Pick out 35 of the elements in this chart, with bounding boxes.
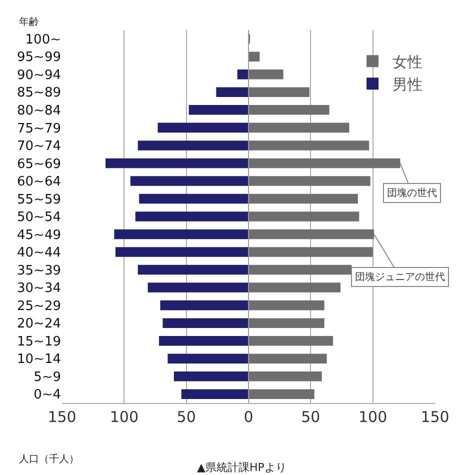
y-tick-label: 70~74 [17,139,61,154]
x-tick-label: 150 [420,408,450,426]
y-tick-label: 50~54 [17,210,61,226]
x-tick-label: 150 [48,408,76,426]
y-tick-label: 60~64 [17,174,61,190]
y-tick-label: 5~9 [34,370,61,385]
y-tick-label: 45~49 [17,228,61,243]
y-tick-label: 75~79 [17,121,61,136]
y-tick-label: 0~4 [34,388,61,403]
y-tick-label: 30~34 [17,281,61,296]
y-tick-label: 90~94 [17,68,61,83]
y-tick-label: 10~14 [17,352,61,368]
x-tick-label: 100 [358,408,388,426]
text: ▲県統計課HPより [197,461,286,474]
y-tick-label: 15~19 [17,334,61,350]
x-axis-title: 人口（千人） [19,453,79,465]
y-tick-label: 65~69 [17,156,61,172]
y-tick-label: 25~29 [17,298,61,314]
y-tick-label: 20~24 [17,316,61,332]
y-tick-label: 95~99 [17,50,61,66]
legend-label: 男性 [392,76,423,94]
annotation: 団塊ジュニアの世代 [355,271,445,283]
x-tick-label: 50 [176,408,196,426]
y-tick-label: 40~44 [17,246,61,261]
x-tick-label: 50 [301,408,320,426]
y-tick-label: 55~59 [17,192,61,208]
x-tick-label: 100 [110,408,138,426]
y-tick-label: 100~ [25,32,61,48]
legend-label: 女性 [392,53,423,72]
y-tick-label: 35~39 [17,263,61,278]
x-tick-label: 0 [244,408,254,426]
y-axis-title: 年齢 [19,16,39,28]
y-tick-label: 80~84 [17,103,61,118]
annotation: 団塊の世代 [387,187,437,199]
y-tick-label: 85~89 [17,86,61,101]
